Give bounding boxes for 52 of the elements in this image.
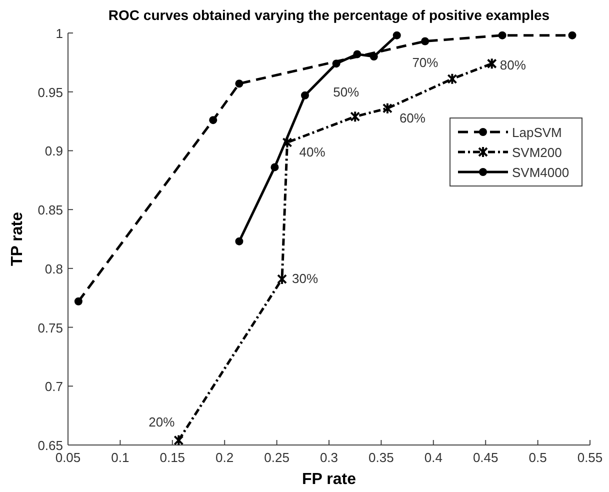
- annotation: 60%: [399, 110, 426, 126]
- annotation: 50%: [333, 84, 360, 100]
- point: [277, 273, 288, 286]
- point: [447, 72, 458, 85]
- x-tick-label: 0.1: [111, 450, 130, 465]
- annotation: 40%: [299, 144, 326, 160]
- x-tick-label: 0.15: [160, 450, 186, 465]
- x-tick-label: 0.3: [320, 450, 338, 465]
- x-tick-label: 0.2: [216, 450, 234, 465]
- x-tick-label: 0.25: [264, 450, 290, 465]
- y-tick-label: 0.85: [38, 202, 63, 218]
- annotation: 70%: [412, 54, 439, 70]
- legend-label: SVM200: [512, 145, 562, 160]
- point: [235, 80, 244, 88]
- x-tick-label: 0.55: [577, 450, 603, 465]
- x-tick-label: 0.5: [528, 450, 547, 465]
- x-tick-label: 0.35: [368, 450, 394, 465]
- y-tick-label: 0.75: [38, 320, 63, 336]
- point: [568, 31, 576, 40]
- annotation: 80%: [500, 58, 526, 73]
- x-axis-title: FP rate: [302, 471, 356, 488]
- point: [421, 37, 430, 46]
- y-tick-label: 0.95: [38, 84, 63, 100]
- x-tick-label: 0.05: [55, 450, 81, 465]
- point: [370, 52, 378, 61]
- point: [486, 58, 497, 70]
- point: [353, 50, 362, 58]
- point: [74, 297, 82, 306]
- legend-label: LapSVM: [512, 125, 562, 140]
- chart-title: ROC curves obtained varying the percentage of positive examples: [108, 7, 550, 23]
- point: [498, 31, 506, 40]
- annotation: 20%: [148, 414, 176, 430]
- point: [174, 434, 184, 446]
- y-tick-label: 0.8: [44, 261, 63, 276]
- point: [300, 91, 309, 100]
- point: [332, 60, 340, 68]
- point: [235, 237, 244, 246]
- annotation: 30%: [292, 271, 318, 286]
- x-tick-label: 0.4: [424, 450, 442, 465]
- y-tick-label: 0.7: [44, 379, 63, 394]
- point: [282, 136, 292, 148]
- x-tick-label: 0.45: [472, 450, 498, 465]
- point: [209, 116, 218, 124]
- y-tick-label: 1: [56, 26, 63, 41]
- point: [270, 163, 279, 172]
- y-axis-title: TP rate: [9, 212, 26, 266]
- legend-label: SVM4000: [512, 165, 570, 180]
- y-tick-label: 0.9: [44, 144, 63, 159]
- point: [350, 110, 360, 123]
- y-tick-label: 0.65: [38, 438, 63, 453]
- point: [392, 31, 401, 40]
- point: [382, 102, 392, 114]
